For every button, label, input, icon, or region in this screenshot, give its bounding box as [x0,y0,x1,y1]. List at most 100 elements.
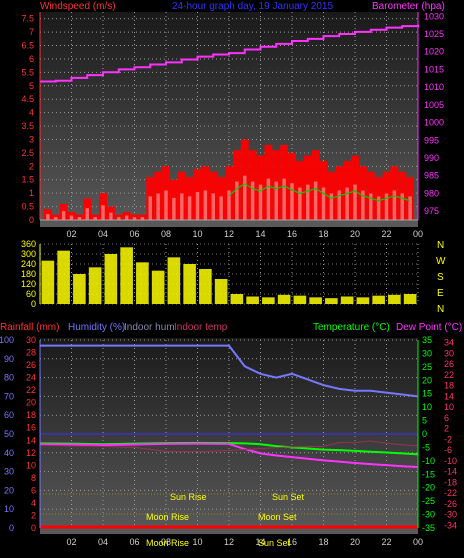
rainfall-tick-label: 14 [26,435,36,445]
wind-bar-inner [117,217,121,220]
dew-point-tick-label: -22 [444,488,457,498]
moon-rise-label: Moon Rise [146,512,189,522]
dew-point-tick-label: 26 [444,359,454,369]
direction-bar [120,247,133,304]
temp-x-tick: 12 [224,537,234,547]
direction-bar [246,296,259,304]
wind-x-tick: 12 [224,229,234,239]
rainfall-tick-label: 24 [26,373,36,383]
direction-bar [136,262,149,304]
dew-point-tick-label: 30 [444,348,454,358]
temperature-tick-label: 30 [422,348,432,358]
chart-title: 24-hour graph day, 19 January 2015 [172,1,333,12]
humidity-line [40,344,419,398]
windspeed-tick-label: 0 [29,215,34,225]
wind-x-tick: 16 [287,229,297,239]
temperature-legend: Temperature (°C) [313,322,390,333]
temperature-tick-label: -15 [422,469,435,479]
direction-bar [403,294,417,304]
barometer-tick-label: 990 [424,153,439,163]
temp-x-tick: 00 [413,537,423,547]
windspeed-tick-label: 7.5 [21,14,34,24]
wind-bar-inner [132,217,137,220]
sun-set-label: Sun Set [272,492,305,502]
windspeed-axis-title: Windspeed (m/s) [40,1,116,12]
temp-x-tick: 04 [98,537,108,547]
wind-bar-inner [148,196,152,220]
dew-point-tick-label: 6 [444,413,449,423]
humidity-tick-label: 10 [4,504,14,514]
wind-x-tick: 22 [381,229,391,239]
rainfall-tick-label: 22 [26,385,36,395]
indoor-temp-legend: Indoor temp [174,322,228,333]
humidity-tick-label: 100 [0,335,14,345]
wind-bar-inner [376,196,381,220]
wind-x-tick: 20 [350,229,360,239]
wind-x-tick: 04 [98,229,108,239]
rainfall-tick-label: 20 [26,398,36,408]
direction-bar [388,294,401,304]
direction-bar [199,269,212,304]
barometer-tick-label: 1025 [424,29,444,39]
dew-point-tick-label: -2 [444,434,452,444]
wind-average-line [228,183,411,202]
wind-bar-inner [85,208,89,220]
dew-point-tick-label: -10 [444,456,457,466]
wind-x-tick: 14 [255,229,265,239]
temp-x-tick: 16 [287,537,297,547]
barometer-tick-label: 1020 [424,47,444,57]
temperature-tick-label: -35 [422,523,435,533]
windspeed-tick-label: 0.5 [21,202,34,212]
temp-x-tick: 22 [381,537,391,547]
humidity-tick-label: 20 [4,485,14,495]
direction-bar [309,297,322,304]
dew-point-tick-label: -30 [444,510,457,520]
rainfall-tick-label: 26 [26,360,36,370]
rainfall-legend: Rainfall (mm) [0,322,59,333]
humidity-tick-label: 0 [9,523,14,533]
barometer-tick-label: 980 [424,188,439,198]
temp-x-tick: 02 [66,537,76,547]
humidity-tick-label: 30 [4,467,14,477]
windspeed-tick-label: 3 [29,134,34,144]
wind-bar-inner [313,181,318,220]
rainfall-tick-label: 28 [26,348,36,358]
dew-point-tick-label: 34 [444,338,454,348]
moon-set-label: Moon Set [258,512,297,522]
humidity-legend: Humidity (%) [68,322,125,333]
wind-bar-inner [329,193,334,220]
direction-bar [57,250,70,304]
wind-bar-inner [274,181,278,220]
direction-bar [293,295,307,304]
rainfall-tick-label: 6 [31,485,36,495]
direction-label-n-bottom: N [437,304,444,315]
rainfall-tick-label: 18 [26,410,36,420]
temp-x-tick: 10 [192,537,202,547]
humidity-tick-label: 50 [4,429,14,439]
rainfall-tick-label: 8 [31,473,36,483]
windspeed-tick-label: 6.5 [21,41,34,51]
wind-bar-inner [321,187,326,220]
temperature-tick-label: -30 [422,510,435,520]
temp-x-tick: 08 [161,537,171,547]
wind-bar-inner [61,211,66,220]
dew-point-tick-label: 22 [444,370,454,380]
wind-bar-inner [54,217,58,220]
dew-point-tick-label: 2 [444,424,449,434]
wind-x-tick: 02 [66,229,76,239]
direction-bar [214,279,228,304]
barometer-tick-label: 1010 [424,82,444,92]
direction-bar [104,254,118,304]
humidity-tick-label: 90 [4,354,14,364]
dew-point-tick-label: -34 [444,520,457,530]
indoor-temp-line [39,440,419,453]
barometer-line [40,24,419,83]
dew-point-tick-label: -14 [444,467,457,477]
direction-bar [372,295,385,304]
barometer-tick-label: 1030 [424,11,444,21]
direction-tick-label: 360 [21,239,36,249]
direction-bar [340,296,354,304]
dew-point-tick-label: -26 [444,499,457,509]
direction-bar [151,270,165,304]
